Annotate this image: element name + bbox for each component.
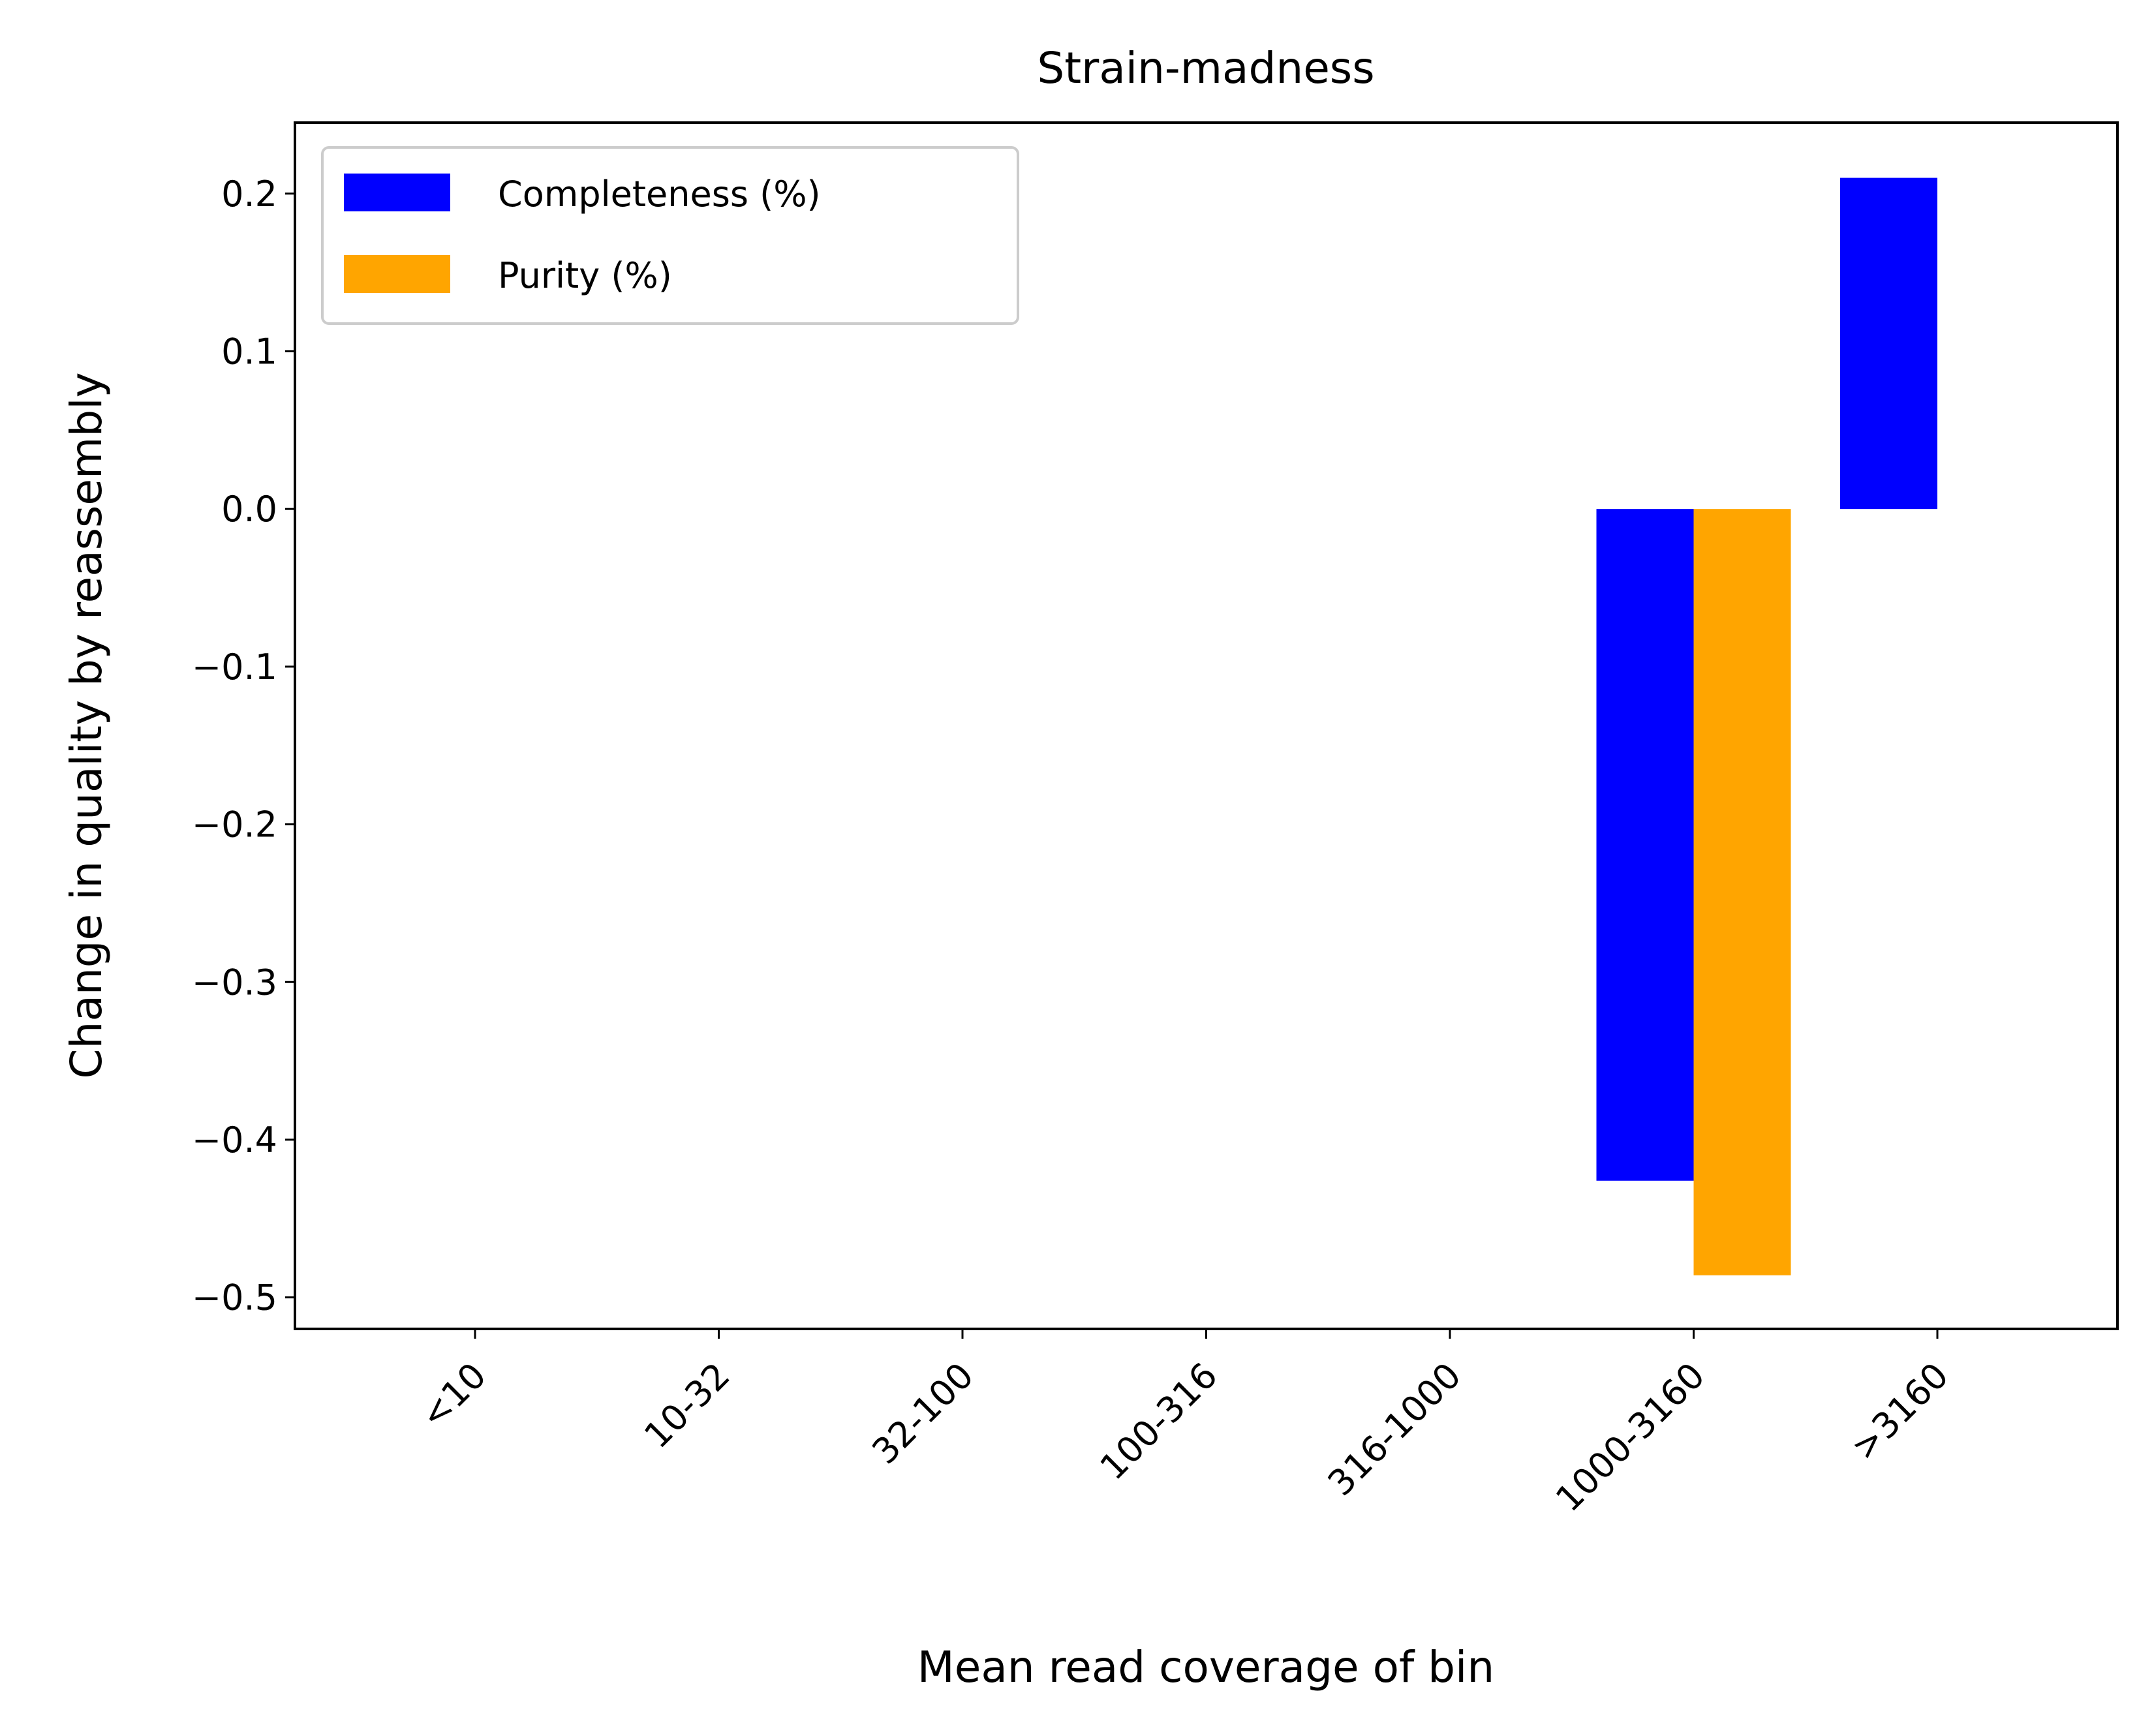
- x-tick-label: 32-100: [864, 1355, 981, 1472]
- x-tick-label: <10: [412, 1355, 494, 1437]
- x-tick-label: 316-1000: [1320, 1355, 1469, 1504]
- bar-completeness: [1840, 177, 1937, 510]
- bar-purity: [1693, 509, 1791, 1275]
- y-axis-ticks: 0.2 0.1 0.0 −0.1 −0.2 −0.3 −0.4 −0.5: [192, 174, 295, 1318]
- y-tick-label: −0.1: [192, 647, 277, 688]
- y-tick-label: −0.2: [192, 804, 277, 845]
- x-tick-label: >3160: [1843, 1355, 1956, 1469]
- bar-completeness: [1596, 509, 1694, 1181]
- x-tick-label: 1000-3160: [1548, 1355, 1713, 1520]
- legend-label-purity: Purity (%): [498, 255, 672, 296]
- x-axis-label: Mean read coverage of bin: [917, 1642, 1494, 1692]
- legend-frame: [321, 146, 1019, 325]
- legend: Completeness (%) Purity (%): [321, 146, 1019, 325]
- legend-label-completeness: Completeness (%): [498, 174, 821, 215]
- bars: [1596, 177, 1937, 1275]
- y-tick-label: 0.2: [221, 174, 277, 215]
- y-tick-label: −0.5: [192, 1277, 277, 1318]
- y-tick-label: 0.1: [221, 331, 277, 372]
- y-tick-label: 0.0: [221, 489, 277, 530]
- y-tick-label: −0.4: [192, 1119, 277, 1161]
- plot-frame: [294, 121, 2119, 1330]
- y-tick-label: −0.3: [192, 962, 277, 1003]
- legend-swatch-completeness: [344, 174, 450, 211]
- x-tick-label: 10-32: [636, 1355, 738, 1457]
- x-axis-ticks: <10 10-32 32-100 100-316 316-1000 1000-3160 >3…: [412, 1329, 1956, 1519]
- y-axis-label: Change in quality by reassembly: [61, 372, 112, 1078]
- legend-swatch-purity: [344, 255, 450, 293]
- x-tick-label: 100-316: [1092, 1355, 1225, 1488]
- chart-title: Strain-madness: [1037, 43, 1374, 93]
